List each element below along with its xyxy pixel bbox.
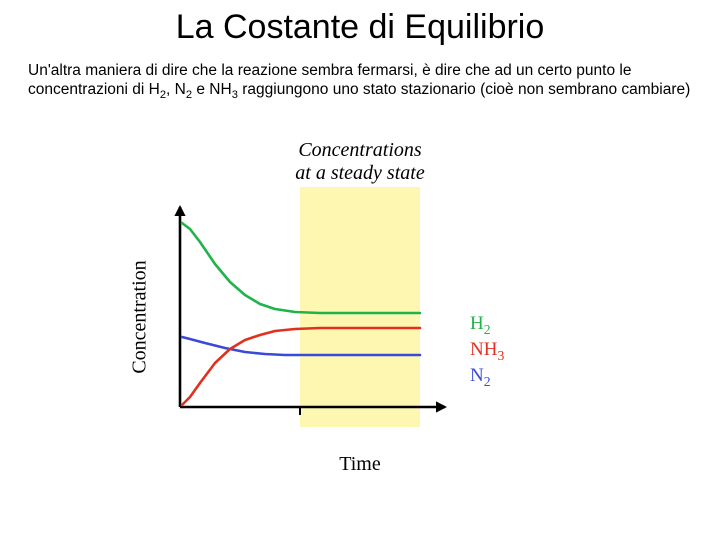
chart-svg xyxy=(160,187,460,427)
para-mid2: e NH xyxy=(192,81,232,98)
legend-item-h2: H2 xyxy=(470,312,504,338)
para-mid1: , N xyxy=(166,81,186,98)
steady-state-annotation: Concentrations at a steady state xyxy=(140,139,580,185)
para-post: raggiungono uno stato stazionario (cioè … xyxy=(238,81,690,98)
chart-area: Concentration H2NH3N2 xyxy=(160,187,560,447)
concentration-chart: H2NH3N2 xyxy=(160,187,560,447)
legend-item-n2: N2 xyxy=(470,364,504,390)
annotation-line2: at a steady state xyxy=(295,162,424,184)
page-title: La Costante di Equilibrio xyxy=(0,8,720,47)
annotation-line1: Concentrations xyxy=(298,139,421,161)
figure: Concentrations at a steady state Concent… xyxy=(140,139,580,476)
description-paragraph: Un'altra maniera di dire che la reazione… xyxy=(28,61,692,103)
chart-legend: H2NH3N2 xyxy=(470,312,504,390)
x-axis-label: Time xyxy=(140,453,580,476)
legend-item-nh3: NH3 xyxy=(470,338,504,364)
slide: La Costante di Equilibrio Un'altra manie… xyxy=(0,8,720,540)
y-axis-label: Concentration xyxy=(129,261,152,374)
